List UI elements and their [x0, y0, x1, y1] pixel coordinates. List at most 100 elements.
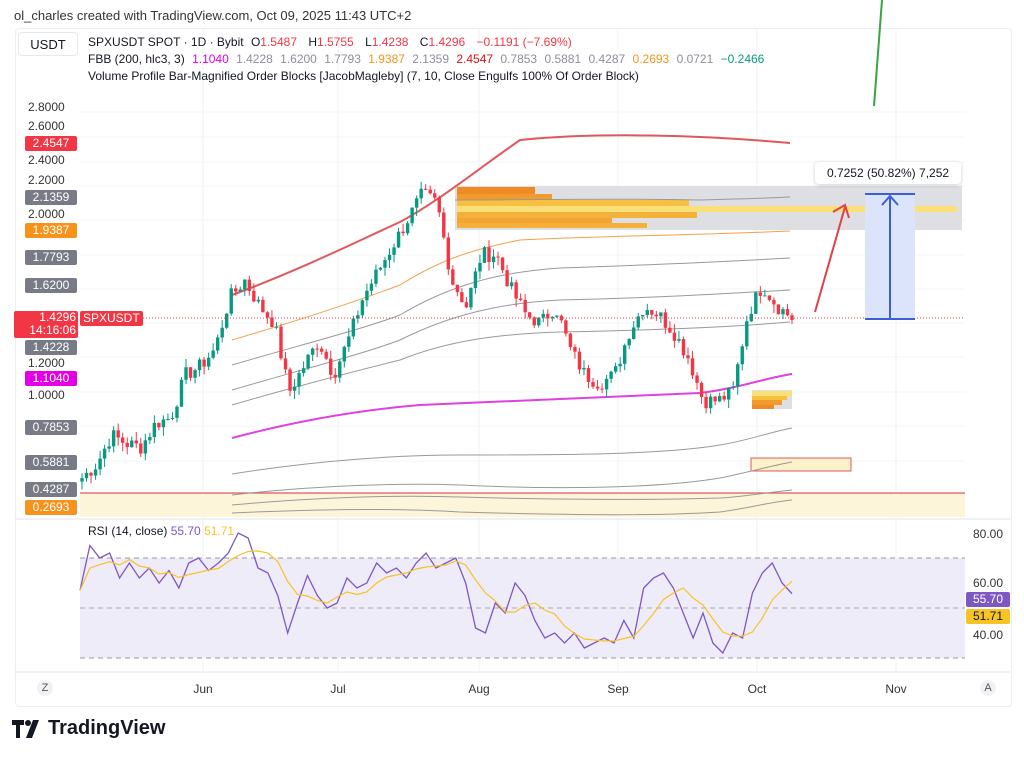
candle [663, 308, 668, 334]
candle-body [197, 359, 202, 371]
rsi-ma-value: 51.71 [204, 524, 235, 538]
candle-body [686, 355, 690, 359]
candle [437, 195, 441, 217]
price-label-upper0: 1.4228 [25, 340, 77, 355]
candle [270, 310, 274, 328]
tradingview-logo[interactable]: TradingView [12, 717, 165, 740]
close-label: C [419, 35, 429, 49]
price-label-lower2: 0.5881 [25, 455, 77, 470]
fbb-legend[interactable]: FBB (200, hlc3, 3) 1.1040 1.4228 1.6200 … [88, 52, 768, 66]
fbb-value: 1.1040 [192, 52, 229, 66]
candle [708, 393, 713, 414]
candle [319, 346, 324, 355]
candle-body [134, 440, 138, 444]
candle-body [288, 369, 292, 391]
volume-profile-legend[interactable]: Volume Profile Bar-Magnified Order Block… [88, 69, 639, 83]
candle [234, 284, 238, 296]
candle [206, 352, 211, 371]
candle-body [473, 271, 478, 289]
candle-body [148, 437, 152, 441]
candle [632, 320, 636, 340]
candle-body [234, 288, 238, 292]
candle [351, 315, 356, 340]
auto-scale-button[interactable]: A [980, 680, 996, 696]
candle-body [111, 430, 116, 447]
candle-body [695, 375, 699, 383]
candle [745, 315, 749, 350]
candle-body [546, 313, 550, 319]
candle-body [89, 472, 93, 476]
candle-body [292, 386, 297, 391]
symbol-legend[interactable]: SPXUSDT SPOT · 1D · Bybit O1.5487 H1.575… [88, 35, 576, 49]
candle [460, 288, 464, 303]
candle [645, 303, 649, 318]
candle-body [573, 347, 577, 352]
candle-body [704, 396, 708, 409]
month-label: Nov [885, 682, 907, 696]
candle [785, 303, 790, 317]
fbb-value: 0.0721 [676, 52, 714, 66]
candle-body [582, 368, 586, 370]
candle [392, 243, 396, 263]
price-range-measure[interactable] [865, 193, 915, 320]
candle-body [636, 316, 640, 328]
zoom-button[interactable]: Z [37, 680, 53, 696]
measure-label: 0.7252 (50.82%) 7,252 [815, 162, 961, 184]
candle [301, 361, 306, 377]
rsi-legend[interactable]: RSI (14, close) 55.70 51.71 [88, 524, 234, 538]
candle [369, 279, 374, 296]
lower-band-zone [80, 493, 965, 517]
candle [541, 309, 545, 323]
candle [211, 343, 215, 360]
candle [428, 185, 432, 195]
candle [401, 224, 405, 237]
candle-body [717, 395, 722, 402]
candle [659, 312, 663, 324]
candle [555, 315, 559, 319]
candle-body [107, 446, 111, 449]
candle-body [559, 315, 564, 321]
candle [455, 284, 460, 297]
candle [613, 362, 618, 374]
candle [473, 267, 478, 294]
candle [288, 367, 292, 397]
candle [220, 320, 224, 343]
candle [157, 422, 161, 431]
candle [622, 343, 627, 371]
candle-body [690, 358, 695, 376]
candle-body [378, 267, 383, 270]
fbb-lower1 [231, 427, 793, 475]
candle-body [175, 406, 179, 418]
candle-body [532, 317, 536, 326]
candle-body [225, 313, 229, 328]
candle [781, 307, 785, 320]
candle [573, 344, 577, 359]
candle-body [125, 442, 129, 448]
candle-body [726, 387, 731, 400]
candle [89, 471, 93, 484]
candle-body [365, 290, 369, 301]
candle [338, 359, 342, 383]
candle [256, 296, 261, 304]
candle-body [374, 269, 378, 284]
candle [726, 387, 731, 408]
low-label: L [365, 35, 372, 49]
candle-body [442, 212, 446, 238]
candle [654, 310, 659, 322]
candle-body [627, 339, 631, 346]
month-label: Jul [330, 682, 346, 696]
projection-arrow[interactable] [814, 203, 850, 313]
currency-button[interactable]: USDT [18, 32, 78, 56]
candle [365, 283, 369, 307]
candle-body [618, 363, 622, 367]
candle-body [211, 350, 215, 358]
candle [532, 316, 536, 329]
candle [717, 392, 722, 403]
candle-body [428, 189, 432, 194]
candle [518, 293, 523, 302]
candle-body [632, 327, 636, 340]
fbb-upper2 [231, 230, 791, 341]
rsi-tick: 80.00 [973, 527, 1004, 541]
candle-body [98, 458, 102, 470]
